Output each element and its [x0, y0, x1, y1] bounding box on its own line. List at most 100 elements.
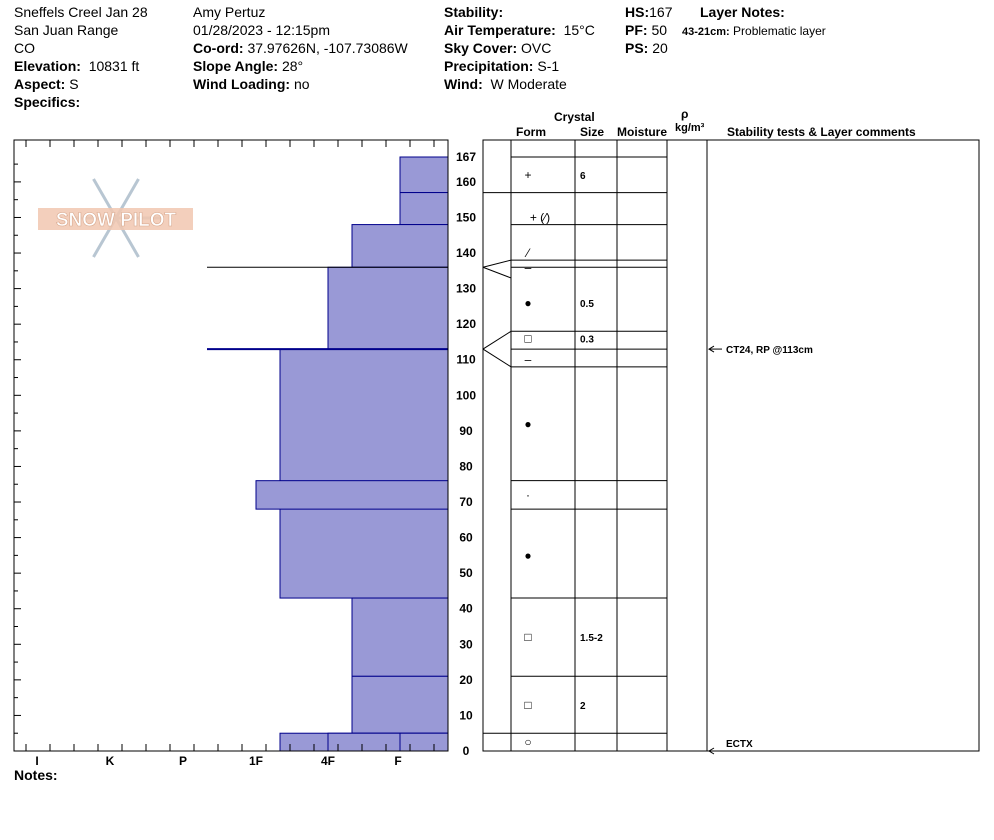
stability-header: Stability tests & Layer comments	[727, 125, 916, 139]
header-col2: Amy Pertuz 01/28/2023 - 12:15pm Co-ord: …	[193, 3, 408, 93]
slope-row: Slope Angle: 28°	[193, 58, 304, 74]
connector	[482, 259, 512, 268]
header-col4: HS:167 PF: 50 PS: 20	[625, 3, 672, 57]
hs-row: HS:167	[625, 4, 673, 20]
crystal-form: ●	[524, 548, 531, 562]
crystal-form: ·	[526, 488, 530, 502]
specifics-row: Specifics:	[14, 94, 81, 110]
crystal-form: □	[524, 331, 531, 345]
depth-tick-label: 140	[456, 246, 476, 260]
crystal-size: 1.5-2	[580, 633, 603, 644]
crystal-size: 0.5	[580, 299, 594, 310]
depth-tick-label: 70	[459, 495, 473, 509]
depth-axis: 0 10 20 30 40 50 60 70 80 90 100 110 120 130 140 150 160…	[456, 150, 476, 758]
observer: Amy Pertuz	[193, 4, 266, 20]
hardness-bar	[399, 732, 449, 752]
size-header: Size	[580, 125, 605, 139]
depth-tick-label: 60	[459, 531, 473, 545]
crystal-size: 2	[580, 701, 586, 712]
crystal-form: + (⁄)	[530, 210, 550, 224]
site-name: Sneffels Creel Jan 28	[14, 4, 148, 20]
coord-row: Co-ord: 37.97626N, -107.73086W	[193, 40, 408, 56]
depth-tick-label: 160	[456, 175, 476, 189]
rho-header: ρ	[681, 107, 689, 121]
hardness-bar	[399, 156, 449, 194]
datetime: 01/28/2023 - 12:15pm	[193, 22, 330, 38]
depth-tick-label: 80	[459, 459, 473, 473]
logo-banner	[38, 208, 193, 230]
hardness-label: 4F	[321, 754, 335, 768]
hardness-bar	[351, 675, 449, 734]
layer-note: 43-21cm: Problematic layer	[682, 24, 826, 38]
test-arrow-icon	[708, 747, 715, 755]
crystal-column: +6+ (⁄)⁄–● 0.5□ 0.3–●·●□ 1.5-2□ 2○	[524, 168, 603, 749]
depth-tick-label: 30	[459, 637, 473, 651]
form-header: Form	[516, 125, 546, 139]
hardness-frame-box	[13, 139, 449, 752]
crystal-form: □	[524, 698, 531, 712]
density-unit-header: kg/m³	[675, 122, 705, 134]
depth-tick-label: 120	[456, 317, 476, 331]
crystal-form: +	[524, 168, 531, 182]
depth-tick-label: 10	[459, 708, 473, 722]
connector	[482, 348, 512, 368]
aspect-row: Aspect: S	[14, 76, 79, 92]
ps-row: PS: 20	[625, 40, 668, 56]
elevation-row: Elevation: 10831 ft	[14, 58, 140, 74]
depth-tick-label: 100	[456, 388, 476, 402]
layer-notes-title: Layer Notes:	[700, 4, 785, 20]
depth-tick-label: 130	[456, 282, 476, 296]
hardness-bar	[351, 224, 449, 268]
hardness-label: I	[35, 754, 38, 768]
header-col1: Sneffels Creel Jan 28 San Juan Range CO …	[14, 3, 148, 111]
test-label: ECTX	[726, 739, 753, 750]
hardness-bar	[279, 348, 449, 599]
notes-label: Notes:	[14, 767, 58, 783]
air-temp-row: Air Temperature: 15°C	[444, 22, 595, 38]
crystal-form: –	[525, 260, 532, 274]
depth-tick-label: 90	[459, 424, 473, 438]
depth-tick-label: 20	[459, 673, 473, 687]
precip-row: Precipitation: S-1	[444, 58, 560, 74]
snowpilot-logo: SNOW PILOT	[38, 178, 193, 258]
crystal-form: ●	[524, 296, 531, 310]
sky-row: Sky Cover: OVC	[444, 40, 552, 56]
connector	[482, 266, 512, 279]
hardness-label: F	[394, 754, 401, 768]
depth-tick-label: 0	[463, 744, 470, 758]
hardness-bar	[327, 732, 401, 752]
pf-row: PF: 50	[625, 22, 668, 38]
depth-tick-label: 167	[456, 150, 476, 164]
state-name: CO	[14, 40, 35, 56]
crystal-form: –	[525, 353, 532, 367]
moisture-header: Moisture	[617, 125, 668, 139]
depth-tick-label: 150	[456, 210, 476, 224]
stability-tests: CT24, RP @113cm ECTX	[708, 345, 813, 755]
range-name: San Juan Range	[14, 22, 119, 38]
crystal-size: 6	[580, 171, 586, 182]
crystal-form: ●	[524, 417, 531, 431]
layer-table	[482, 139, 980, 752]
header-col3: Stability: Air Temperature: 15°C Sky Cov…	[444, 3, 595, 93]
hardness-label: 1F	[249, 754, 263, 768]
stability-row: Stability:	[444, 4, 504, 20]
crystal-size: 0.3	[580, 334, 594, 345]
crystal-form: ⁄	[524, 246, 531, 260]
depth-tick-label: 50	[459, 566, 473, 580]
hardness-bar	[327, 266, 449, 350]
hardness-label: K	[106, 754, 115, 768]
hardness-bar	[351, 597, 449, 677]
test-arrow-icon	[708, 345, 715, 353]
hardness-bars	[207, 156, 449, 752]
hardness-bar	[255, 480, 449, 510]
hardness-bar	[399, 192, 449, 226]
logo-text: SNOW PILOT	[56, 210, 177, 231]
crystal-header: Crystal	[554, 110, 595, 124]
hardness-label: P	[179, 754, 187, 768]
table-frame	[482, 139, 980, 752]
hardness-frame: I K P 1F 4F F	[13, 139, 449, 768]
depth-tick-label: 110	[456, 353, 476, 367]
depth-tick-label: 40	[459, 602, 473, 616]
test-label: CT24, RP @113cm	[726, 345, 813, 356]
